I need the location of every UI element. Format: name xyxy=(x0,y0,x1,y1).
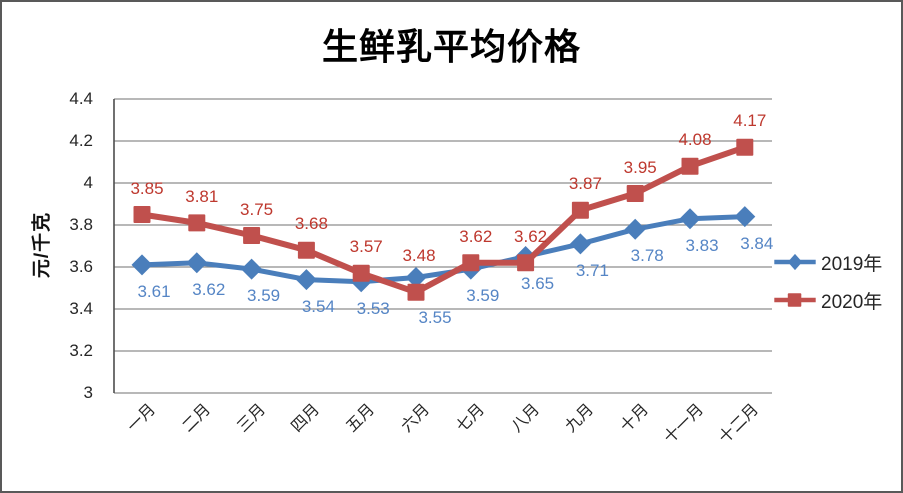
data-point-2020年-一月[interactable] xyxy=(133,206,151,223)
legend-2020-line-marker-icon xyxy=(772,291,818,309)
data-point-2020年-四月[interactable] xyxy=(297,241,315,259)
legend-2020-label: 2020年 xyxy=(821,291,883,313)
data-label-2020年-九月: 3.87 xyxy=(568,174,602,194)
data-point-2019年-三月[interactable] xyxy=(241,258,263,280)
data-point-2019年-一月[interactable] xyxy=(131,254,153,276)
data-point-2019年-十月[interactable] xyxy=(624,218,646,240)
chart-title: 生鲜乳平均价格 xyxy=(321,26,581,68)
data-label-2019年-十二月: 3.84 xyxy=(740,233,774,253)
data-point-2020年-十一月[interactable] xyxy=(681,157,699,175)
data-label-2019年-七月: 3.59 xyxy=(466,286,500,306)
data-label-2019年-二月: 3.62 xyxy=(192,279,226,299)
data-label-2019年-四月: 3.54 xyxy=(301,296,335,316)
data-point-2020年-七月[interactable] xyxy=(462,254,480,272)
data-point-2020年-九月[interactable] xyxy=(571,201,589,219)
y-tick-label: 3 xyxy=(83,383,93,402)
y-tick-label: 3.4 xyxy=(69,299,93,318)
y-tick-label: 4.2 xyxy=(69,131,93,150)
y-tick-label: 4 xyxy=(83,173,93,192)
data-point-2020年-八月[interactable] xyxy=(517,254,535,272)
data-label-2019年-九月: 3.71 xyxy=(575,260,609,280)
data-label-2019年-十月: 3.78 xyxy=(630,246,664,266)
data-point-2020年-十二月[interactable] xyxy=(736,138,754,156)
data-label-2020年-一月: 3.85 xyxy=(130,178,164,198)
legend-item-2020[interactable]: 2020年 xyxy=(772,286,882,314)
data-point-2020年-六月[interactable] xyxy=(407,283,425,301)
data-label-2019年-一月: 3.61 xyxy=(137,281,171,301)
data-point-2020年-十月[interactable] xyxy=(626,185,644,202)
legend-item-2019[interactable]: 2019年 xyxy=(772,248,882,276)
data-point-2019年-六月[interactable] xyxy=(405,267,427,288)
data-label-2020年-五月: 3.57 xyxy=(349,237,383,257)
data-label-2020年-十二月: 4.17 xyxy=(733,111,767,131)
data-label-2020年-三月: 3.75 xyxy=(240,199,274,219)
data-point-2020年-三月[interactable] xyxy=(243,227,261,244)
data-label-2019年-八月: 3.65 xyxy=(521,273,555,293)
data-label-2020年-四月: 3.68 xyxy=(294,214,328,234)
data-label-2020年-八月: 3.62 xyxy=(514,226,548,246)
data-label-2020年-十月: 3.95 xyxy=(623,157,657,177)
series-line-2020年[interactable] xyxy=(139,144,748,296)
data-label-2020年-二月: 3.81 xyxy=(185,186,219,206)
data-point-2019年-二月[interactable] xyxy=(186,252,208,274)
legend-2019-line-marker-icon xyxy=(772,253,818,271)
data-label-2019年-十一月: 3.83 xyxy=(685,235,719,255)
data-point-2020年-五月[interactable] xyxy=(352,264,370,282)
data-point-2019年-四月[interactable] xyxy=(295,269,317,291)
data-label-2020年-六月: 3.48 xyxy=(402,246,436,266)
legend-2019-label: 2019年 xyxy=(821,253,883,275)
data-point-2019年-九月[interactable] xyxy=(569,233,591,255)
y-tick-label: 4.4 xyxy=(69,89,93,108)
y-tick-label: 3.8 xyxy=(69,215,93,234)
legend: 2019年 2020年 xyxy=(772,248,882,324)
data-point-2020年-二月[interactable] xyxy=(188,214,206,232)
y-tick-label: 3.6 xyxy=(69,257,93,276)
data-point-2019年-十一月[interactable] xyxy=(679,208,701,230)
y-tick-label: 3.2 xyxy=(69,341,93,360)
data-label-2019年-六月: 3.55 xyxy=(418,307,452,327)
data-label-2019年-五月: 3.53 xyxy=(356,298,390,318)
data-point-2019年-十二月[interactable] xyxy=(734,206,756,228)
data-label-2020年-七月: 3.62 xyxy=(459,226,493,246)
data-label-2020年-十一月: 4.08 xyxy=(678,130,712,150)
data-label-2019年-三月: 3.59 xyxy=(247,286,281,306)
